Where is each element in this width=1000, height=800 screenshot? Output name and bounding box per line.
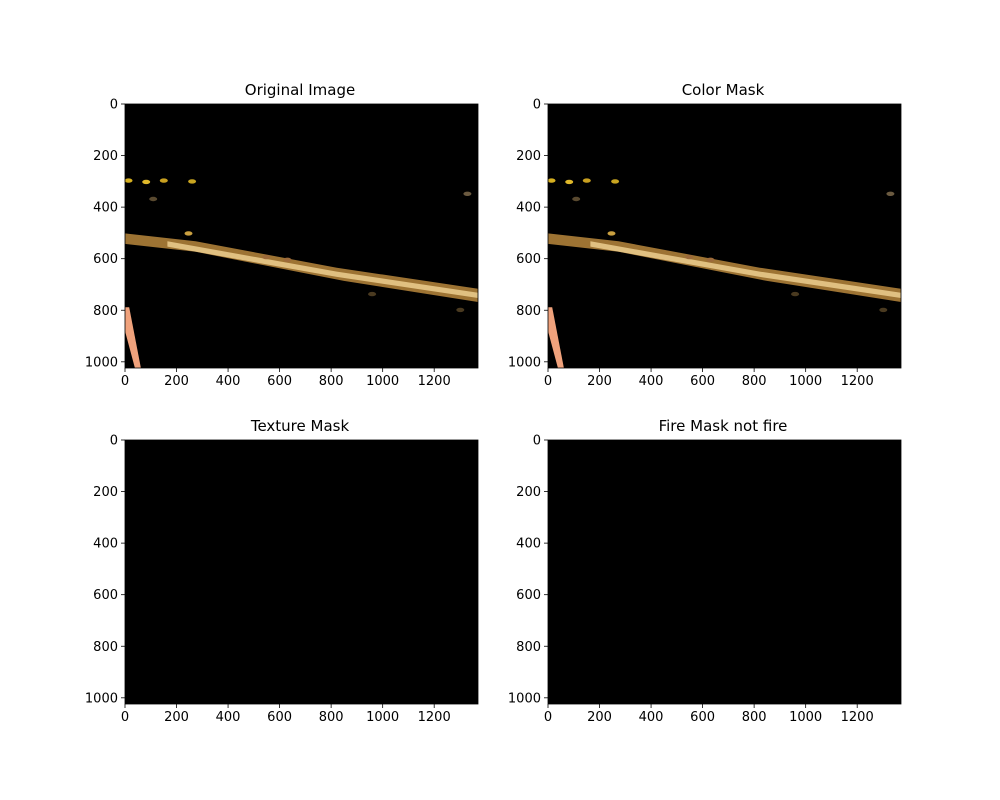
y-tick-label: 0 xyxy=(110,434,118,449)
panel-fire-mask: Fire Mask not fire 0 200 400 600 800 1000 1200… xyxy=(503,414,943,736)
x-tick-label: 1000 xyxy=(789,710,822,725)
scene-blob xyxy=(188,179,197,184)
scene-blob xyxy=(368,291,377,297)
scene-blob xyxy=(456,307,465,313)
scene-blob xyxy=(572,196,581,202)
x-tick-label: 200 xyxy=(164,374,189,389)
image-area xyxy=(125,104,478,368)
y-tick-label: 600 xyxy=(93,252,118,267)
x-tick-label: 200 xyxy=(587,374,612,389)
scene-blob xyxy=(582,178,591,183)
y-tick-label: 400 xyxy=(93,537,118,552)
x-tick-label: 1200 xyxy=(418,374,451,389)
y-tick-label: 600 xyxy=(93,588,118,603)
x-tick-label: 400 xyxy=(639,374,664,389)
scene-rod xyxy=(548,307,564,368)
axes-frame xyxy=(124,439,479,705)
y-tick-label: 200 xyxy=(93,149,118,164)
x-tick-label: 1000 xyxy=(366,710,399,725)
y-tick-label: 1000 xyxy=(508,691,541,706)
image-area xyxy=(548,440,901,704)
scene-rod xyxy=(125,307,141,368)
y-tick-label: 200 xyxy=(516,485,541,500)
scene-blob xyxy=(879,307,888,313)
y-tick-label: 400 xyxy=(516,537,541,552)
y-tick-label: 1000 xyxy=(508,355,541,370)
panel-axes: 0 200 400 600 800 1000 1200 0 200 400 600 800 1000 xyxy=(85,434,479,725)
scene-blob xyxy=(685,254,694,260)
y-tick-label: 0 xyxy=(533,98,541,113)
x-tick-label: 1000 xyxy=(789,374,822,389)
x-tick-label: 0 xyxy=(544,710,552,725)
scene-blob xyxy=(149,196,158,202)
scene-blob xyxy=(124,178,133,183)
scene-blob xyxy=(611,179,620,184)
x-tick-label: 1000 xyxy=(366,374,399,389)
x-tick-label: 800 xyxy=(319,710,344,725)
image-area xyxy=(125,440,478,704)
x-tick-label: 400 xyxy=(216,710,241,725)
x-tick-label: 1200 xyxy=(841,374,874,389)
panel-axes: 0 200 400 600 800 1000 1200 0 200 400 600 800 1000 xyxy=(508,434,902,725)
panel-axes: 0 200 400 600 800 1000 1200 0 200 400 600 800 1000 xyxy=(508,98,902,389)
x-tick-label: 600 xyxy=(267,710,292,725)
x-tick-label: 200 xyxy=(587,710,612,725)
x-tick-label: 800 xyxy=(319,374,344,389)
panel-title: Fire Mask not fire xyxy=(658,417,788,435)
x-tick-label: 1200 xyxy=(841,710,874,725)
y-tick-label: 1000 xyxy=(85,355,118,370)
scene-stripe-highlight xyxy=(590,241,901,298)
scene-blob xyxy=(886,191,895,196)
x-tick-label: 600 xyxy=(690,374,715,389)
y-tick-label: 200 xyxy=(516,149,541,164)
x-tick-label: 400 xyxy=(216,374,241,389)
y-tick-label: 400 xyxy=(93,201,118,216)
panel-axes: 0 200 400 600 800 1000 1200 0 200 400 600 800 1000 xyxy=(85,98,479,389)
y-tick-label: 600 xyxy=(516,588,541,603)
scene-blob xyxy=(565,179,574,185)
y-tick-label: 800 xyxy=(516,304,541,319)
axes-frame xyxy=(547,439,902,705)
x-tick-label: 0 xyxy=(544,374,552,389)
scene-stripe-highlight xyxy=(167,241,478,298)
x-tick-label: 400 xyxy=(639,710,664,725)
panel-texture-mask: Texture Mask 0 200 400 600 800 1000 1200 0 200 40… xyxy=(80,414,520,736)
x-tick-label: 800 xyxy=(742,374,767,389)
y-tick-label: 0 xyxy=(110,98,118,113)
x-tick-label: 600 xyxy=(267,374,292,389)
scene-blob xyxy=(791,291,800,297)
scene-blob xyxy=(184,231,193,236)
y-tick-label: 1000 xyxy=(85,691,118,706)
x-tick-label: 1200 xyxy=(418,710,451,725)
y-tick-label: 0 xyxy=(533,434,541,449)
y-tick-label: 200 xyxy=(93,485,118,500)
scene-blob xyxy=(159,178,168,183)
panel-color-mask: Color Mask 0 200 400 600 800 1000 1200 0 200 400 6… xyxy=(503,78,943,400)
panel-title: Texture Mask xyxy=(250,417,350,435)
scene-blob xyxy=(547,178,556,183)
image-area xyxy=(548,104,901,368)
x-tick-label: 200 xyxy=(164,710,189,725)
scene-blob xyxy=(283,257,292,262)
panel-title: Original Image xyxy=(244,81,356,99)
y-tick-label: 800 xyxy=(93,304,118,319)
scene-blob xyxy=(607,231,616,236)
x-tick-label: 600 xyxy=(690,710,715,725)
scene-blob xyxy=(262,254,271,260)
y-tick-label: 800 xyxy=(93,640,118,655)
panel-title: Color Mask xyxy=(681,81,765,99)
scene-blob xyxy=(706,257,715,262)
axes-frame xyxy=(124,103,479,369)
y-tick-label: 600 xyxy=(516,252,541,267)
scene-blob xyxy=(463,191,472,196)
axes-frame xyxy=(547,103,902,369)
y-tick-label: 400 xyxy=(516,201,541,216)
panel-original-image: Original Image 0 200 400 600 800 1000 1200 0 200… xyxy=(80,78,520,400)
x-tick-label: 800 xyxy=(742,710,767,725)
x-tick-label: 0 xyxy=(121,710,129,725)
scene-blob xyxy=(142,179,151,185)
y-tick-label: 800 xyxy=(516,640,541,655)
x-tick-label: 0 xyxy=(121,374,129,389)
